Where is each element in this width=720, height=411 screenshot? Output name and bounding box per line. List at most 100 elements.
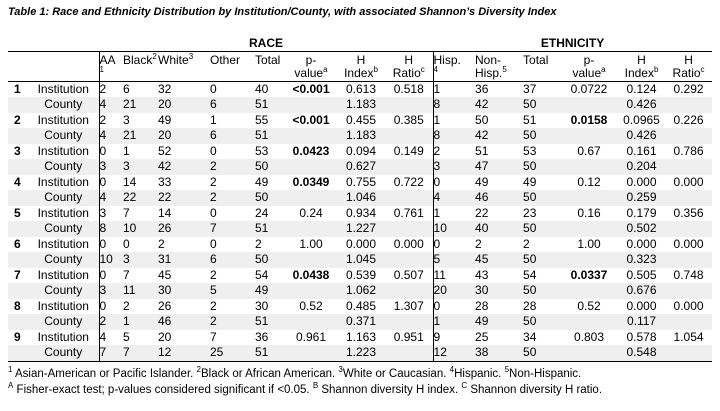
data-cell (385, 345, 434, 362)
data-cell: 54 (255, 267, 269, 282)
data-cell (560, 345, 619, 362)
row-number-cell: 4 (14, 174, 21, 189)
data-cell (385, 283, 433, 299)
data-cell: 0.000 (673, 174, 704, 189)
header-text: value (294, 65, 324, 80)
header-text: Total (255, 52, 281, 67)
data-cell (665, 159, 712, 175)
data-cell: 0.161 (626, 143, 657, 158)
row-label-cell: Institution (37, 112, 89, 127)
data-cell: <0.001 (292, 81, 330, 96)
data-cell: 2 (98, 112, 123, 128)
header-text: AA (99, 52, 116, 67)
data-cell (665, 128, 712, 144)
data-cell: 8 (432, 97, 476, 113)
data-cell: 50 (523, 283, 537, 297)
data-cell: 20 (158, 128, 172, 142)
data-cell: 6 (210, 128, 217, 142)
data-table: RACE ETHNICITY AA 1 Black2 White3 Other (8, 35, 713, 362)
header-line: valuea (560, 65, 618, 80)
data-cell: 0.000 (626, 298, 657, 313)
data-cell: 0.578 (626, 329, 657, 344)
header-line: H (618, 53, 665, 67)
data-cell: 36 (255, 329, 269, 344)
corner-label-cell (28, 51, 99, 82)
data-cell: 0.292 (673, 81, 704, 96)
header-text: Black (123, 52, 153, 67)
data-cell: 21 (123, 97, 137, 111)
data-cell: 0.627 (345, 159, 377, 173)
data-cell: 49 (255, 174, 269, 189)
header-text: Other (210, 52, 241, 67)
data-cell (385, 314, 433, 330)
data-cell: 42 (158, 159, 172, 173)
data-cell: 0 (432, 298, 476, 314)
group-header-row: RACE ETHNICITY (8, 35, 713, 52)
data-cell: 1 (123, 314, 130, 328)
header-text: Hisp. (433, 52, 461, 67)
data-cell: 28 (523, 298, 537, 313)
data-cell: 0 (98, 174, 123, 190)
data-cell: 8 (432, 128, 476, 144)
data-cell: 36 (475, 81, 489, 96)
data-cell: 2 (475, 236, 482, 251)
data-cell: 0.0158 (570, 112, 608, 127)
footnote-text: Asian-American or Pacific Islander. (12, 367, 197, 380)
data-cell: 0.000 (626, 236, 657, 251)
header-line: AA (99, 52, 123, 67)
data-cell: 0.149 (393, 143, 424, 158)
data-cell: 50 (523, 128, 537, 142)
data-cell: 0.676 (626, 283, 657, 297)
col-header-other: Other (210, 51, 255, 82)
data-cell: 31 (158, 252, 172, 266)
data-cell: 0.0337 (570, 267, 608, 282)
col-header-nonhisp: Non- Hisp.5 (475, 51, 524, 82)
data-cell: 0.961 (295, 329, 327, 344)
header-line: 4 (434, 65, 475, 80)
header-text: Non- (475, 52, 502, 67)
data-cell: 0.000 (673, 298, 704, 313)
header-superscript: c (420, 64, 425, 74)
footnote-line: 1 Asian-American or Pacific Islander. 2B… (8, 364, 720, 382)
footnote-text: Hispanic. (454, 367, 505, 380)
data-cell: 0 (432, 236, 476, 252)
data-cell (560, 159, 618, 175)
header-superscript: a (323, 64, 328, 74)
data-cell: 49 (475, 174, 489, 189)
data-cell: 20 (432, 283, 476, 299)
data-cell: 1.046 (345, 190, 377, 204)
data-cell: 45 (475, 252, 489, 266)
footnote-text: Fisher-exact test; p-values considered s… (13, 383, 313, 396)
data-cell (560, 190, 618, 206)
table-row: 2 Institution 2 3 49 1 55 <0.001 0.455 0.385 1 50 51… (8, 112, 712, 128)
row-number-cell (8, 190, 28, 206)
table-body: 1 Institution 2 6 32 0 40 <0.001 0.613 0.518 1 36 37… (8, 81, 713, 362)
data-cell: 51 (255, 221, 269, 235)
data-cell: 30 (475, 283, 489, 297)
data-cell: 0.16 (577, 205, 601, 220)
ethnicity-group-header: ETHNICITY (433, 35, 713, 52)
footnote-superscript: 4 (449, 364, 455, 374)
data-cell: 0.761 (393, 205, 424, 220)
row-label-cell: County (44, 190, 83, 204)
row-number-cell: 9 (14, 329, 21, 344)
header-line: Non- (475, 52, 523, 67)
data-cell (665, 221, 712, 237)
data-cell: 54 (523, 267, 537, 282)
data-cell: 7 (123, 205, 130, 220)
header-line: Hisp. (433, 52, 475, 67)
data-cell: 50 (255, 190, 269, 204)
data-cell: 0.000 (626, 174, 657, 189)
data-cell: 2 (210, 190, 217, 204)
data-cell: 0.934 (345, 205, 377, 220)
data-cell: 51 (475, 143, 489, 158)
footnote-text: Non-Hispanic. (509, 367, 582, 380)
data-cell: 0.803 (574, 329, 605, 344)
data-cell: 0.755 (345, 174, 377, 189)
header-line: Ratioc (665, 65, 712, 80)
data-cell: 3 (432, 159, 476, 175)
data-cell: 2 (210, 174, 217, 189)
header-text: H (356, 52, 366, 67)
data-cell: 2 (432, 143, 476, 159)
data-cell: 30 (255, 298, 269, 313)
